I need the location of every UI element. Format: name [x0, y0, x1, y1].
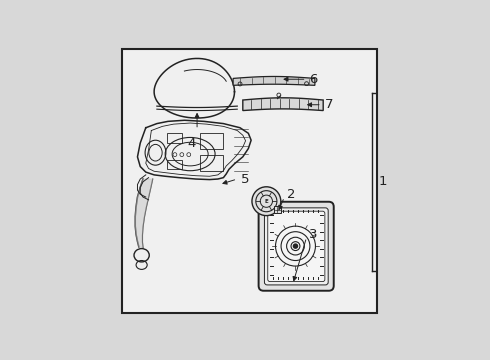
FancyBboxPatch shape: [265, 208, 328, 285]
Bar: [200, 133, 223, 149]
Bar: [274, 206, 281, 213]
Text: 5: 5: [241, 172, 249, 185]
Polygon shape: [135, 179, 153, 247]
Text: 6: 6: [309, 73, 317, 86]
Text: 4: 4: [187, 138, 196, 150]
Bar: [200, 156, 223, 171]
Text: 1: 1: [378, 175, 387, 188]
Text: E: E: [265, 199, 268, 204]
Text: 7: 7: [324, 98, 333, 111]
Bar: [167, 133, 182, 143]
Text: 3: 3: [309, 228, 318, 241]
Polygon shape: [233, 76, 315, 85]
Bar: [167, 159, 182, 169]
FancyBboxPatch shape: [259, 202, 334, 291]
FancyBboxPatch shape: [268, 211, 325, 282]
Circle shape: [293, 243, 298, 249]
Text: 2: 2: [287, 188, 295, 201]
FancyBboxPatch shape: [122, 49, 377, 314]
Polygon shape: [243, 98, 323, 111]
Circle shape: [252, 187, 281, 216]
